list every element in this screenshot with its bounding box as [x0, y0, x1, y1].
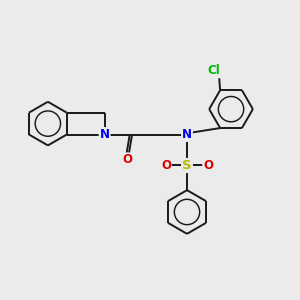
Text: O: O: [161, 159, 171, 172]
Text: S: S: [182, 159, 192, 172]
Text: N: N: [100, 128, 110, 141]
Text: Cl: Cl: [207, 64, 220, 77]
Text: O: O: [203, 159, 213, 172]
Text: N: N: [182, 128, 192, 141]
Text: O: O: [123, 153, 133, 167]
